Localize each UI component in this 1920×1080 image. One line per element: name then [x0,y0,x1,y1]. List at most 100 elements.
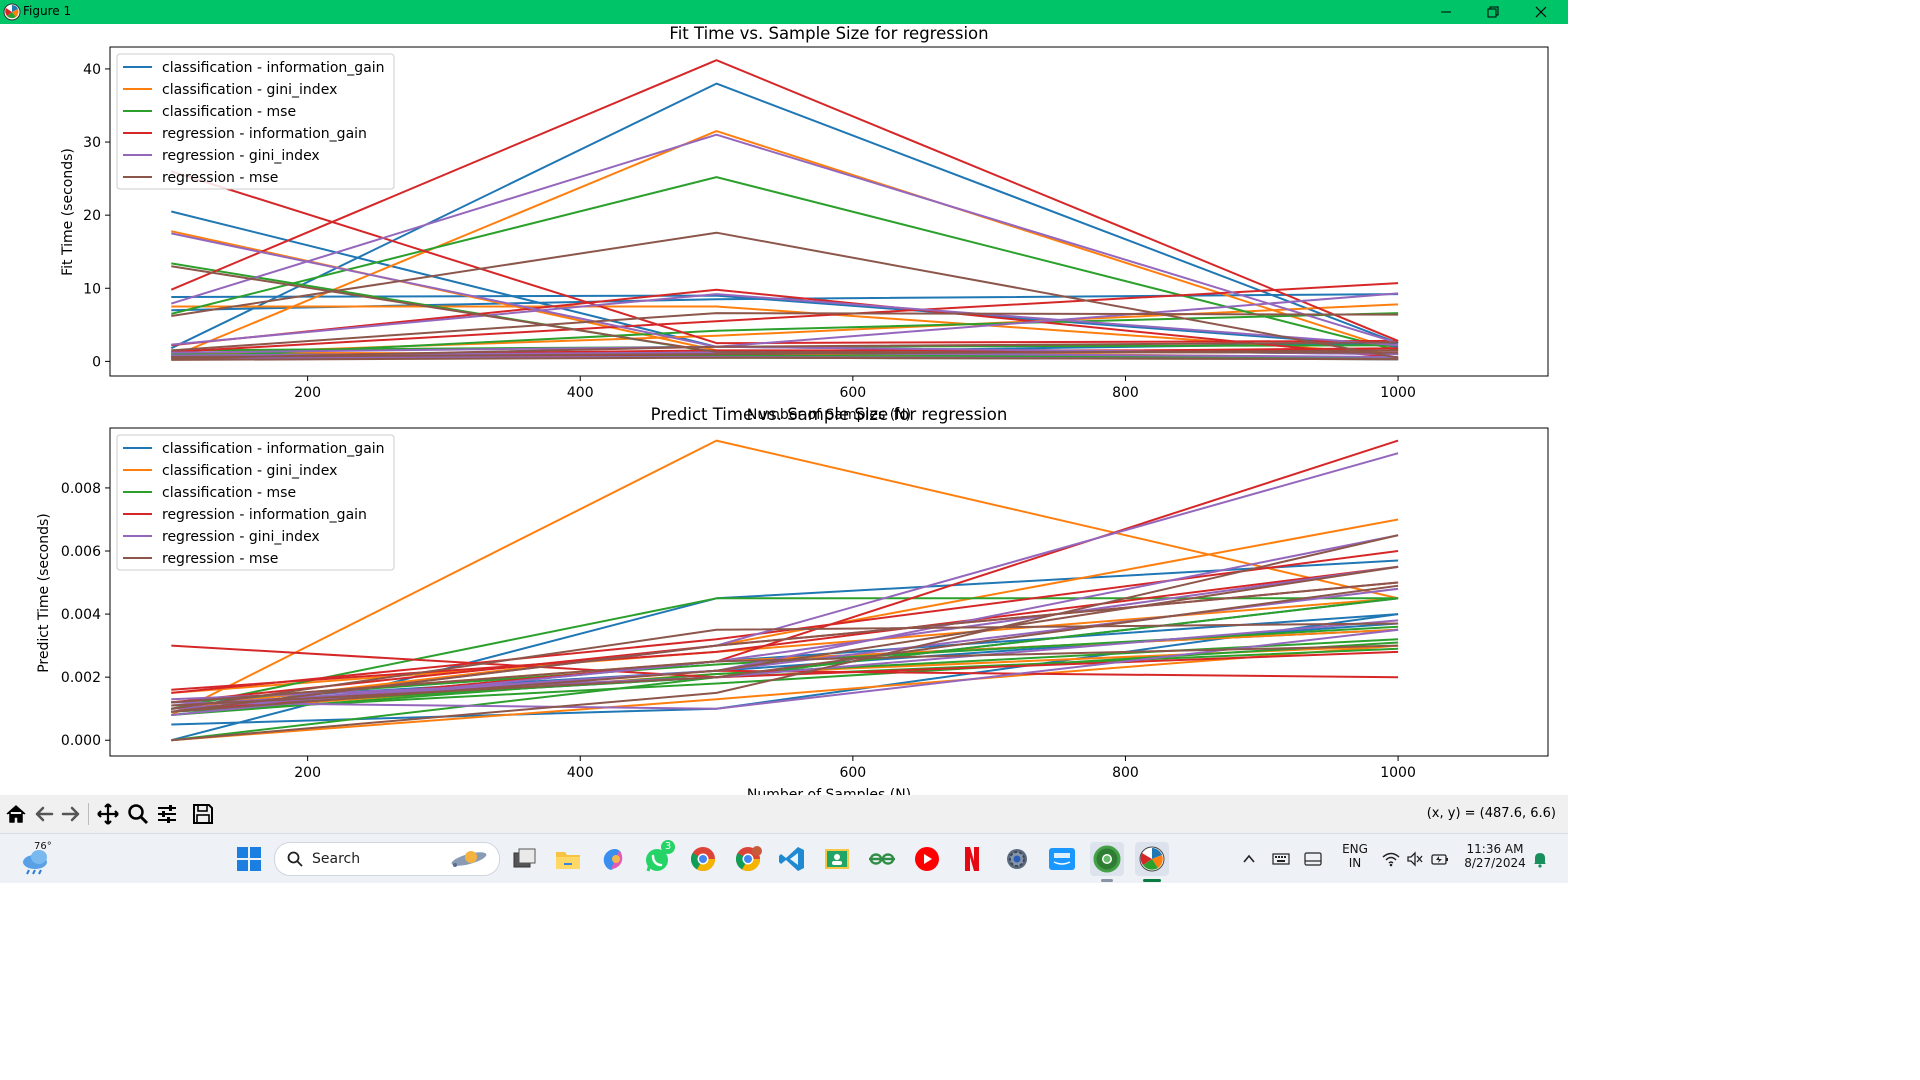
predict-series-line [171,597,1399,742]
fit-legend-entry: classification - gini_index [162,82,337,98]
fit-series-line [171,312,1399,352]
zoom-button[interactable] [124,800,152,828]
zoom-icon [128,804,149,825]
youtube-button[interactable] [910,842,944,876]
task-view-icon [513,848,536,868]
predict-legend-entry: classification - information_gain [162,441,385,457]
geeksforgeeks-icon [869,853,895,865]
fit-legend-entry: regression - information_gain [162,126,367,142]
predict-legend-entry: classification - gini_index [162,463,337,479]
predict-series-line [171,534,1399,742]
quick-settings-button[interactable] [1380,842,1452,876]
whatsapp-icon [646,849,668,872]
classroom-icon [825,849,849,869]
fit-series-line [171,356,1399,361]
save-icon [193,804,213,824]
back-button[interactable] [30,800,58,828]
cursor-coordinates: (x, y) = (487.6, 6.6) [1426,806,1556,821]
youtube-icon [915,847,939,871]
matplotlib-taskbar-button[interactable] [1135,842,1169,882]
clock[interactable]: 11:36 AM 8/27/2024 [1462,842,1528,870]
touch-keyboard-button[interactable] [1268,842,1294,876]
task-view-button[interactable] [507,842,541,876]
predict-legend-entry: regression - mse [162,551,278,567]
pen-menu-button[interactable] [1300,842,1326,876]
window-title-bar: Figure 1 [0,0,1568,24]
fit-series-line [171,341,1399,360]
fit-x-tick-label: 800 [1112,385,1139,401]
configure-subplots-icon [158,805,176,823]
home-button[interactable] [2,800,30,828]
whatsapp-button[interactable]: 3 [641,840,675,876]
notifications-button[interactable] [1528,842,1552,876]
predict-series-line [171,584,1399,707]
fit-x-tick-label: 400 [567,385,594,401]
fit-y-tick-label: 40 [83,62,101,78]
configure-subplots-button[interactable] [153,800,181,828]
predict-series-line [171,644,1399,742]
chrome-profile-button[interactable] [731,842,765,876]
predict-time-axes: 200 400 600 800 1000 0.000 0.002 0.004 0.006 0.00… [36,405,1549,795]
figure-canvas[interactable]: 200 400 600 800 1000 0 10 20 30 40 Fit Time vs. S… [0,24,1568,795]
predict-x-axis-label: Number of Samples (N) [747,787,911,795]
windows-start-icon [237,847,261,871]
restore-icon [1487,6,1499,18]
fit-series-line [171,282,1399,353]
predict-legend-box [116,434,395,571]
predict-x-tick-label: 1000 [1380,765,1416,781]
file-explorer-button[interactable] [551,842,585,876]
chrome-alt-button[interactable] [1090,842,1124,882]
fit-legend-entry: classification - mse [162,104,296,120]
fit-legend-entry: classification - information_gain [162,60,385,76]
bell-icon [1534,853,1546,868]
region-code: IN [1348,856,1362,870]
predict-y-tick-label: 0.002 [61,670,101,686]
predict-x-tick-label: 800 [1112,765,1139,781]
figure-svg: 200 400 600 800 1000 0 10 20 30 40 Fit Time vs. S… [36,24,1549,795]
close-button[interactable] [1518,0,1564,24]
fit-series-line [171,305,1399,356]
copilot-icon [603,849,623,870]
chrome-button[interactable] [686,842,720,876]
classroom-button[interactable] [820,842,854,876]
start-button[interactable] [232,842,266,876]
copilot-button[interactable] [596,842,630,876]
weather-widget[interactable]: 76° [16,841,58,876]
fit-axes-frame [109,46,1549,377]
home-icon [6,805,26,823]
pan-icon [97,803,119,825]
fit-legend: classification - information_gainclassif… [116,53,395,190]
chrome-icon [690,847,715,872]
predict-series-line [171,628,1399,710]
matplotlib-toolbar: (x, y) = (487.6, 6.6) [0,795,1568,833]
fit-y-axis-label: Fit Time (seconds) [60,148,76,276]
geeksforgeeks-button[interactable] [865,842,899,876]
prime-video-button[interactable] [1045,842,1079,876]
clock-time: 11:36 AM [1466,842,1524,856]
settings-button[interactable] [1000,842,1034,876]
vscode-button[interactable] [775,842,809,876]
predict-chart-title: Predict Time vs. Sample Size for regress… [651,405,1008,424]
fit-y-tick-label: 0 [92,354,101,370]
netflix-button[interactable] [955,842,989,876]
forward-button[interactable] [57,800,85,828]
save-button[interactable] [189,800,217,828]
netflix-icon [965,847,979,871]
fit-axes-ticks: 200 400 600 800 1000 0 10 20 30 40 [83,62,1416,401]
fit-series-line [171,176,1399,352]
vscode-icon [779,847,804,871]
taskbar-search-box[interactable]: Search [274,842,500,876]
fit-chart-title: Fit Time vs. Sample Size for regression [669,24,988,43]
settings-icon [1007,849,1027,869]
predict-series-line [171,622,1399,710]
show-hidden-icons-button[interactable] [1236,842,1262,876]
matplotlib-icon [3,3,21,21]
restore-button[interactable] [1470,0,1516,24]
running-indicator [1101,879,1113,882]
speaker-muted-icon [1407,851,1423,867]
fit-series-line [170,59,1399,342]
language-indicator[interactable]: ENG IN [1336,842,1374,870]
fit-y-tick-label: 20 [83,208,101,224]
pan-button[interactable] [94,800,122,828]
minimize-button[interactable] [1423,0,1469,24]
